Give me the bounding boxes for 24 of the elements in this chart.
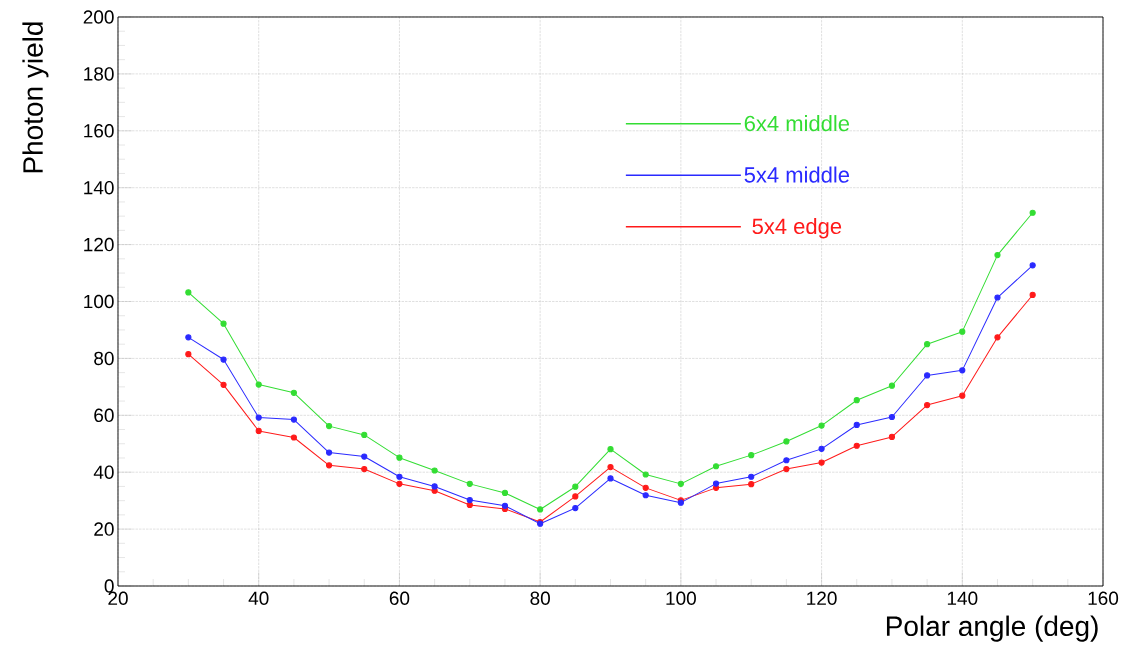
text: 5x4 edge bbox=[752, 217, 842, 239]
x-tick-label: 120 bbox=[807, 591, 837, 605]
y-axis-title: Photon yield bbox=[22, 22, 49, 173]
y-tick-label: 120 bbox=[84, 237, 114, 252]
y-tick-label: 60 bbox=[94, 408, 114, 423]
x-tick-label: 160 bbox=[1088, 591, 1119, 605]
text: 6x4 middle bbox=[744, 115, 850, 132]
y-tick-label: 0 bbox=[104, 579, 114, 593]
x-tick-label: 100 bbox=[666, 591, 696, 605]
x-tick-label: 80 bbox=[530, 591, 550, 605]
text: 5x4 middle bbox=[744, 166, 850, 183]
y-tick-label: 20 bbox=[94, 522, 114, 536]
x-tick-label: 40 bbox=[248, 591, 269, 605]
y-tick-label: 40 bbox=[93, 465, 114, 479]
x-tick-label: 20 bbox=[108, 591, 128, 605]
y-tick-label: 160 bbox=[84, 124, 114, 138]
y-tick-label: 100 bbox=[84, 294, 114, 309]
y-tick-label: 140 bbox=[84, 180, 114, 195]
y-tick-label: 80 bbox=[94, 351, 114, 366]
y-tick-label: 180 bbox=[84, 67, 114, 81]
x-tick-label: 60 bbox=[389, 591, 410, 605]
x-tick-label: 140 bbox=[947, 591, 978, 605]
y-tick-label: 200 bbox=[83, 10, 114, 24]
x-axis-title: Polar angle (deg) bbox=[886, 615, 1098, 642]
